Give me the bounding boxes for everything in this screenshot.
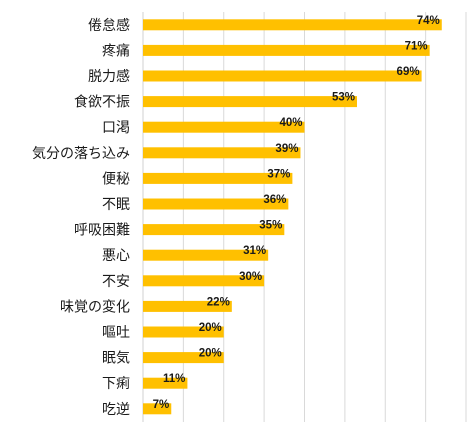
- value-label: 35%: [259, 220, 282, 232]
- bar: [143, 275, 265, 287]
- category-label: 吃逆: [102, 402, 130, 418]
- category-label: 口渇: [102, 120, 130, 136]
- category-label: 便秘: [102, 171, 130, 187]
- bar: [143, 224, 285, 236]
- bar: [143, 352, 224, 364]
- bar: [143, 121, 305, 133]
- category-label: 疼痛: [102, 42, 130, 59]
- value-label: 37%: [267, 168, 290, 180]
- bar: [143, 249, 269, 261]
- value-label: 30%: [239, 271, 262, 283]
- bar: [143, 147, 301, 159]
- category-label: 眠気: [102, 351, 130, 367]
- category-label: 気分の落ち込み: [32, 146, 130, 162]
- value-label: 74%: [417, 15, 440, 27]
- category-label: 嘔吐: [102, 325, 130, 341]
- bar: [143, 326, 224, 338]
- bar: [143, 70, 422, 82]
- category-label: 下痢: [102, 376, 130, 392]
- value-label: 40%: [279, 117, 302, 129]
- bar: [143, 44, 430, 56]
- value-label: 22%: [207, 296, 230, 308]
- value-label: 53%: [332, 92, 355, 104]
- value-label: 20%: [199, 322, 222, 334]
- category-label: 味覚の変化: [60, 298, 130, 315]
- value-label: 11%: [163, 373, 185, 385]
- bar: [143, 300, 232, 312]
- value-label: 39%: [275, 143, 298, 155]
- bar: [143, 96, 357, 108]
- bar: [143, 19, 442, 31]
- value-labels: 74% 71% 69% 53% 40% 39% 37% 36% 35% 31% 30% 22% 20% 2…: [153, 15, 440, 411]
- value-label: 31%: [243, 245, 266, 257]
- category-label: 呼吸困難: [74, 223, 130, 239]
- bar: [143, 198, 289, 210]
- bars: [143, 19, 442, 415]
- category-label: 倦怠感: [88, 17, 130, 34]
- value-label: 71%: [405, 40, 428, 52]
- category-label: 不眠: [102, 197, 130, 213]
- category-label: 悪心: [102, 248, 130, 264]
- value-label: 69%: [397, 66, 420, 78]
- bar: [143, 377, 188, 389]
- category-labels: 倦怠感疼痛脱力感食欲不振口渇気分の落ち込み便秘不眠呼吸困難悪心不安味覚の変化嘔吐…: [32, 17, 130, 418]
- value-label: 36%: [263, 194, 286, 206]
- category-label: 脱力感: [88, 68, 130, 85]
- value-label: 7%: [153, 399, 170, 411]
- bar: [143, 172, 293, 184]
- category-label: 不安: [102, 274, 130, 290]
- value-label: 20%: [199, 348, 222, 360]
- category-label: 食欲不振: [74, 94, 130, 111]
- bar: [143, 403, 172, 415]
